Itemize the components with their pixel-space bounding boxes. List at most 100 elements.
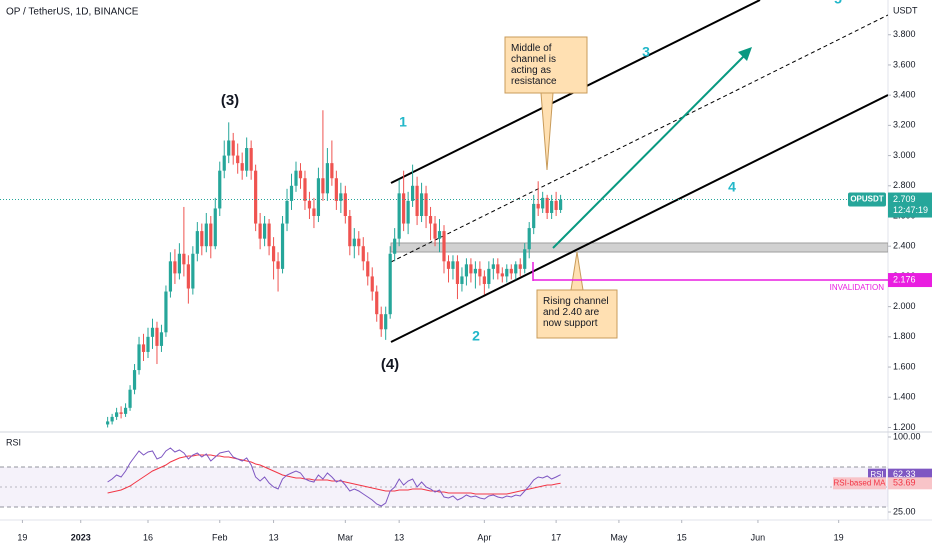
candle-body	[276, 261, 280, 269]
candle-body	[482, 276, 486, 284]
rsi-y-tick-label: 100.00	[893, 431, 921, 441]
candle-body	[298, 170, 303, 179]
callout-pointer	[570, 251, 584, 291]
candle-body	[303, 178, 307, 201]
candle-body	[271, 246, 276, 262]
candle-body	[406, 200, 410, 224]
wave-label: (3)	[221, 92, 239, 109]
candle-body	[245, 148, 249, 171]
x-tick-label: Mar	[338, 532, 354, 542]
candles	[0, 110, 888, 428]
candle-body	[249, 148, 253, 171]
candle-body	[267, 223, 271, 247]
candle-body	[263, 223, 267, 239]
candle-body	[545, 197, 549, 213]
candle-body	[191, 253, 195, 289]
candle-body	[137, 344, 141, 371]
drawings: (3) (4) 1 2 3 4 5	[221, 0, 888, 373]
candle-body	[455, 261, 460, 284]
wave-label: 4	[728, 179, 736, 195]
candle-body	[419, 193, 424, 216]
candle-body	[312, 208, 316, 216]
x-tick-label: 19	[17, 532, 27, 542]
candle-body	[523, 249, 527, 269]
candle-body	[240, 163, 244, 171]
channel-middle	[390, 14, 888, 263]
y-tick-label: 3.400	[893, 90, 916, 100]
candle-body	[509, 268, 513, 274]
wave-label: (4)	[381, 356, 399, 373]
callout-pointer	[540, 92, 554, 171]
chart-title: OP / TetherUS, 1D, BINANCE	[6, 7, 139, 18]
candle-body	[236, 155, 240, 164]
candle-body	[527, 228, 531, 250]
last-price-label: 2.709	[893, 194, 916, 204]
candle-body	[159, 332, 164, 346]
callout-box	[504, 36, 588, 94]
callout-text: Rising channel and 2.40 are now support	[543, 296, 609, 329]
candle-body	[536, 203, 540, 209]
legend-entry: RSI	[870, 470, 883, 479]
x-tick-label: Feb	[212, 532, 228, 542]
y-tick-label: 3.600	[893, 59, 916, 69]
candle-body	[330, 163, 334, 179]
candle-body	[473, 268, 477, 274]
candle-body	[411, 185, 415, 201]
candle-body	[464, 264, 469, 277]
candle-body	[227, 140, 231, 156]
rsi-line	[107, 454, 561, 495]
x-tick-label: Jun	[751, 532, 766, 542]
x-tick-label: 17	[551, 532, 561, 542]
candle-body	[204, 223, 208, 247]
candle-body	[106, 421, 110, 425]
candle-body	[550, 200, 554, 213]
y-axis-label: USDT	[893, 5, 918, 15]
candle-body	[321, 178, 325, 194]
rsi-value-label: 62.33	[893, 469, 916, 479]
candle-body	[316, 178, 321, 216]
y-tick-label: 1.600	[893, 361, 916, 371]
y-tick-label: 2.800	[893, 180, 916, 190]
candle-body	[123, 407, 128, 414]
candle-body	[393, 238, 397, 254]
wave-label: 1	[399, 114, 407, 130]
candle-body	[343, 193, 347, 216]
candle-body	[307, 200, 312, 209]
candle-body	[361, 246, 365, 262]
candle-body	[186, 264, 190, 289]
x-tick-label: May	[610, 532, 628, 542]
symbol-tag-text: OPUSDT	[850, 195, 883, 204]
candle-body	[146, 336, 150, 352]
candle-body	[182, 253, 186, 265]
candle-body	[325, 163, 329, 194]
invalidation-price-label: 2.176	[893, 274, 916, 284]
candle-body	[173, 261, 177, 274]
candle-body	[258, 223, 262, 239]
y-tick-label: 3.000	[893, 150, 916, 160]
x-tick-label: Apr	[477, 532, 491, 542]
candle-body	[128, 389, 132, 408]
candle-body	[388, 253, 392, 315]
candle-body	[402, 193, 406, 224]
invalidation-label: INVALIDATION	[830, 283, 885, 292]
y-tick-label: 1.200	[893, 422, 916, 432]
y-tick-label: 2.000	[893, 301, 916, 311]
candle-body	[231, 140, 235, 156]
candle-body	[514, 264, 518, 274]
rsi-name-tag	[833, 477, 886, 490]
candle-body	[491, 264, 495, 269]
candle-body	[289, 185, 294, 201]
candle-body	[366, 261, 370, 277]
y-tick-label: 2.400	[893, 241, 916, 251]
candle-body	[541, 197, 545, 209]
x-tick-label: 13	[394, 532, 404, 542]
candle-body	[469, 264, 473, 274]
candle-body	[375, 291, 379, 315]
candle-body	[518, 264, 522, 269]
candle-body	[254, 170, 258, 224]
candle-body	[446, 261, 451, 269]
candle-body	[177, 253, 181, 274]
candle-body	[285, 200, 289, 224]
candle-body	[132, 370, 137, 390]
candle-body	[500, 273, 504, 277]
